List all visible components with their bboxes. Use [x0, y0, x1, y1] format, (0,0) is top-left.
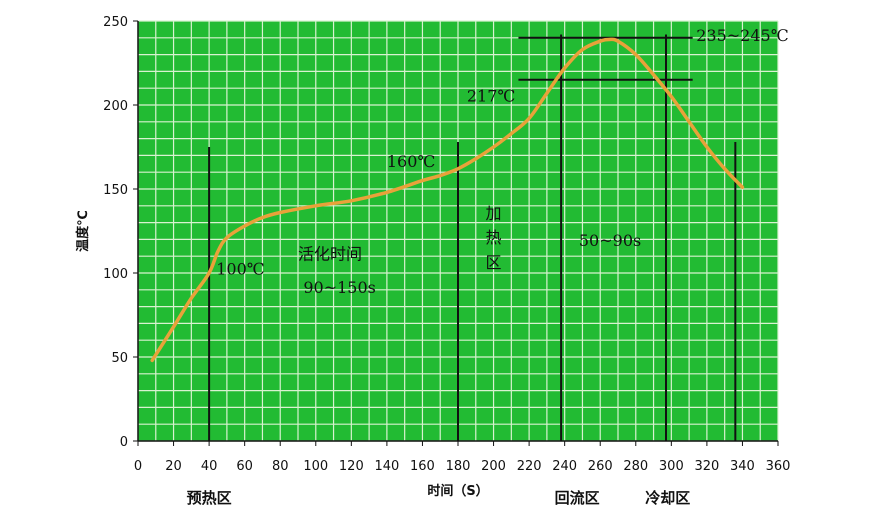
temperature-profile-line	[150, 37, 745, 363]
y-tick-label: 150	[103, 183, 128, 198]
annotation-label: 50~90s	[579, 231, 641, 250]
x-tick-label: 60	[236, 459, 253, 474]
heating-zone-char: 区	[486, 253, 502, 272]
annotation-label: 235~245℃	[696, 26, 788, 45]
x-tick-label: 100	[303, 459, 328, 474]
x-tick-label: 360	[766, 459, 791, 474]
x-tick-label: 260	[588, 459, 613, 474]
x-tick-label: 0	[134, 459, 142, 474]
x-tick-label: 200	[481, 459, 506, 474]
grid-lines	[137, 20, 779, 442]
heating-zone-char: 热	[486, 228, 502, 247]
heating-zone-char: 加	[486, 204, 502, 223]
x-tick-label: 340	[730, 459, 755, 474]
annotation-label: 活化时间	[298, 245, 362, 264]
y-tick-label: 200	[103, 99, 128, 114]
y-tick-label: 0	[120, 435, 128, 450]
y-tick-label: 250	[103, 15, 128, 30]
annotation-label: 160℃	[387, 152, 435, 171]
x-tick-label: 80	[272, 459, 289, 474]
x-tick-label: 280	[623, 459, 648, 474]
x-tick-label: 140	[374, 459, 399, 474]
zone-label: 回流区	[555, 489, 600, 507]
zone-label: 冷却区	[645, 489, 690, 507]
x-tick-label: 120	[339, 459, 364, 474]
x-tick-label: 240	[552, 459, 577, 474]
x-tick-label: 180	[446, 459, 471, 474]
annotation-label: 100℃	[216, 260, 264, 279]
x-tick-label: 300	[659, 459, 684, 474]
x-tick-label: 220	[517, 459, 542, 474]
annotation-label: 217℃	[467, 87, 515, 106]
annotations: 100℃ 160℃ 217℃ 235~245℃ 50~90s 活化时间 90~150s 加热区…	[187, 26, 789, 507]
x-tick-label: 160	[410, 459, 435, 474]
x-tick-label: 320	[694, 459, 719, 474]
reference-lines	[208, 34, 737, 441]
x-tick-label: 20	[165, 459, 182, 474]
y-tick-label: 100	[103, 267, 128, 282]
x-tick-label: 40	[201, 459, 218, 474]
y-tick-label: 50	[111, 351, 128, 366]
temperature-curve	[150, 37, 745, 363]
x-axis-label: 时间（S）	[427, 483, 488, 499]
zone-label: 预热区	[187, 489, 232, 507]
axes: 0 20 40 60 80 100 120 140 160 180 200 220 240 260 280 3…	[103, 15, 790, 474]
annotation-label: 90~150s	[303, 278, 376, 297]
y-axis-label: 温度℃	[75, 210, 91, 252]
